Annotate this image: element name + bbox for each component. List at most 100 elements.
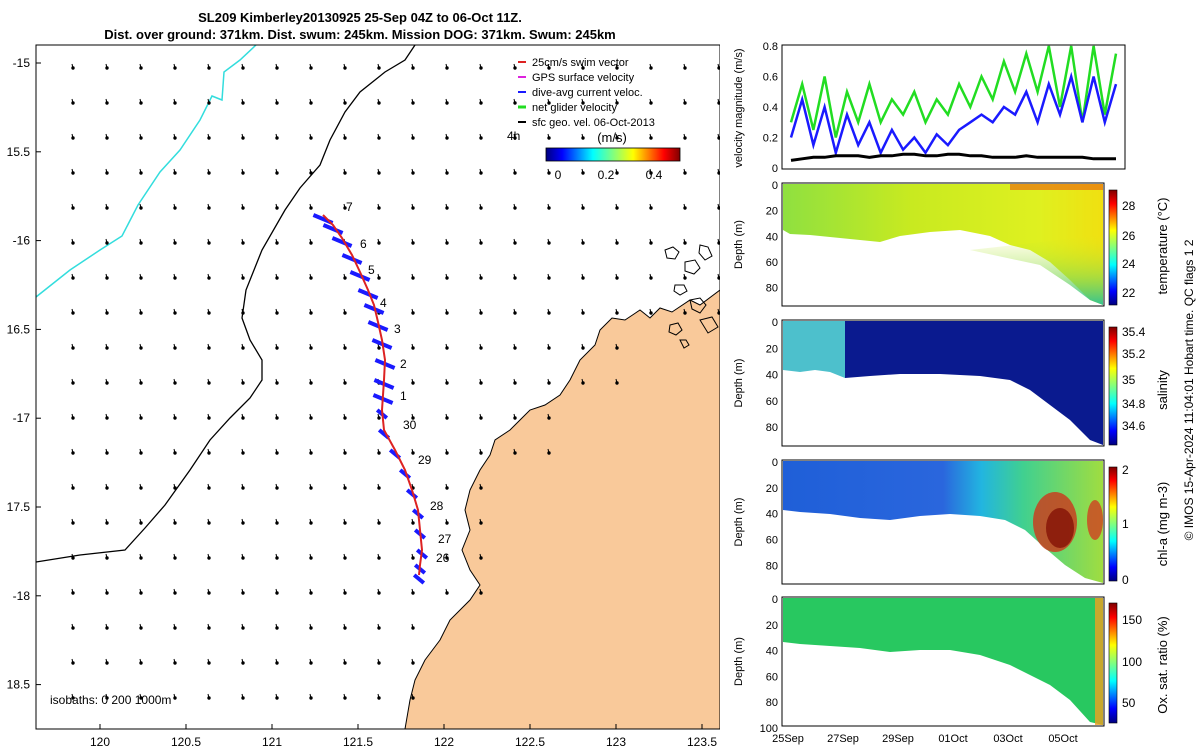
depth-tick: 40 bbox=[766, 231, 778, 243]
svg-text:1: 1 bbox=[1122, 517, 1129, 531]
sfc-velocity-arrowhead bbox=[173, 626, 177, 630]
sfc-velocity-arrowhead bbox=[581, 206, 585, 210]
sfc-velocity-arrowhead bbox=[71, 171, 75, 175]
sfc-velocity-arrowhead bbox=[615, 241, 619, 245]
sfc-velocity-arrowhead bbox=[309, 556, 313, 560]
velocity-panel: 0 0.2 0.4 0.6 0.8 velocity magnitude (m/s) bbox=[733, 41, 1126, 175]
sfc-velocity-arrowhead bbox=[309, 486, 313, 490]
sfc-velocity-arrowhead bbox=[479, 416, 483, 420]
sfc-velocity-arrowhead bbox=[241, 171, 245, 175]
sfc-velocity-arrowhead bbox=[479, 486, 483, 490]
sfc-velocity-arrowhead bbox=[547, 136, 551, 140]
sfc-velocity-arrowhead bbox=[275, 521, 279, 525]
sfc-velocity-arrowhead bbox=[71, 626, 75, 630]
sfc-velocity-arrowhead bbox=[343, 136, 347, 140]
map-xtick-label: 120.5 bbox=[171, 735, 201, 749]
velocity-ytick: 0.2 bbox=[763, 133, 778, 145]
sfc-velocity-arrowhead bbox=[581, 66, 585, 70]
depth-axis-label: Depth (m) bbox=[733, 498, 745, 547]
sfc-velocity-arrowhead bbox=[241, 101, 245, 105]
sfc-velocity-arrowhead bbox=[173, 171, 177, 175]
svg-text:50: 50 bbox=[1122, 696, 1136, 710]
sfc-velocity-arrowhead bbox=[683, 276, 687, 280]
depth-tick: 40 bbox=[766, 509, 778, 521]
sfc-velocity-arrowhead bbox=[547, 451, 551, 455]
sfc-velocity-arrowhead bbox=[173, 451, 177, 455]
sfc-velocity-arrowhead bbox=[173, 661, 177, 665]
sfc-velocity-arrowhead bbox=[581, 276, 585, 280]
depth-tick: 20 bbox=[766, 343, 778, 355]
sfc-velocity-arrowhead bbox=[343, 311, 347, 315]
sfc-velocity-arrowhead bbox=[445, 346, 449, 350]
sfc-velocity-arrowhead bbox=[71, 206, 75, 210]
sfc-velocity-arrowhead bbox=[717, 206, 720, 210]
time-tick-label: 25Sep bbox=[772, 733, 804, 745]
sfc-velocity-arrowhead bbox=[139, 206, 143, 210]
day-label: 2 bbox=[400, 357, 407, 371]
sfc-velocity-arrowhead bbox=[139, 451, 143, 455]
sfc-velocity-arrowhead bbox=[615, 136, 619, 140]
sfc-velocity-arrowhead bbox=[71, 276, 75, 280]
sfc-velocity-arrowhead bbox=[717, 136, 720, 140]
sfc-velocity-arrowhead bbox=[173, 66, 177, 70]
depth-tick: 80 bbox=[766, 422, 778, 434]
dive-current-arrow bbox=[405, 488, 419, 500]
sfc-velocity-arrowhead bbox=[139, 381, 143, 385]
sfc-velocity-arrowhead bbox=[207, 486, 211, 490]
sfc-velocity-arrowhead bbox=[105, 591, 109, 595]
sfc-velocity-arrowhead bbox=[207, 66, 211, 70]
sfc-velocity-arrowhead bbox=[547, 171, 551, 175]
sfc-velocity-arrowhead bbox=[615, 171, 619, 175]
sfc-velocity-arrowhead bbox=[479, 136, 483, 140]
sfc-velocity-arrowhead bbox=[649, 171, 653, 175]
profile-panels: 0 0.2 0.4 0.6 0.8 velocity magnitude (m/s) 2… bbox=[733, 41, 1196, 745]
sfc-velocity-arrowhead bbox=[275, 696, 279, 700]
chlorophyll-cbar-label: chl-a (mg m-3) bbox=[1155, 482, 1170, 567]
sfc-velocity-arrowhead bbox=[309, 241, 313, 245]
sfc-velocity-arrowhead bbox=[547, 311, 551, 315]
sfc-velocity-arrowhead bbox=[377, 241, 381, 245]
sfc-velocity-arrowhead bbox=[139, 346, 143, 350]
sfc-velocity-arrowhead bbox=[309, 136, 313, 140]
sfc-velocity-arrowhead bbox=[207, 346, 211, 350]
salinity-panel: 35.4 35.2 35 34.8 34.6 salinity bbox=[781, 319, 1170, 447]
sfc-velocity-arrowhead bbox=[547, 416, 551, 420]
sfc-velocity-arrowhead bbox=[241, 311, 245, 315]
depth-tick: 60 bbox=[766, 671, 778, 683]
salinity-cbar-label: salinity bbox=[1155, 370, 1170, 410]
sfc-velocity-arrowhead bbox=[139, 311, 143, 315]
sfc-velocity-arrowhead bbox=[445, 206, 449, 210]
day-label: 4 bbox=[380, 296, 387, 310]
sfc-velocity-arrowhead bbox=[173, 136, 177, 140]
map-ytick-label: -16 bbox=[13, 234, 31, 248]
sfc-velocity-arrowhead bbox=[479, 241, 483, 245]
sfc-velocity-arrowhead bbox=[445, 101, 449, 105]
sfc-velocity-arrowhead bbox=[343, 661, 347, 665]
sfc-velocity-arrowhead bbox=[513, 451, 517, 455]
sfc-velocity-arrowhead bbox=[615, 206, 619, 210]
sfc-velocity-arrowhead bbox=[207, 591, 211, 595]
sfc-velocity-arrowhead bbox=[377, 521, 381, 525]
sfc-velocity-arrowhead bbox=[547, 66, 551, 70]
sfc-velocity-arrowhead bbox=[479, 101, 483, 105]
sfc-velocity-arrowhead bbox=[717, 276, 720, 280]
sfc-velocity-arrowhead bbox=[649, 311, 653, 315]
sfc-velocity-arrowhead bbox=[241, 381, 245, 385]
sfc-velocity-arrowhead bbox=[275, 346, 279, 350]
sfc-velocity-arrowhead bbox=[71, 381, 75, 385]
sfc-velocity-arrowhead bbox=[139, 171, 143, 175]
sfc-velocity-arrowhead bbox=[173, 591, 177, 595]
sfc-velocity-arrowhead bbox=[241, 451, 245, 455]
sfc-velocity-arrowhead bbox=[275, 276, 279, 280]
sfc-velocity-arrowhead bbox=[683, 241, 687, 245]
sfc-velocity-arrowhead bbox=[207, 416, 211, 420]
sfc-velocity-arrowhead bbox=[377, 556, 381, 560]
map-legend: 25cm/s swim vector GPS surface velocity … bbox=[518, 57, 655, 129]
sfc-velocity-arrowhead bbox=[173, 556, 177, 560]
sfc-velocity-arrowhead bbox=[105, 101, 109, 105]
sfc-velocity-arrowhead bbox=[547, 381, 551, 385]
sfc-velocity-arrowhead bbox=[71, 486, 75, 490]
sfc-velocity-arrowhead bbox=[581, 241, 585, 245]
sfc-velocity-arrowhead bbox=[649, 66, 653, 70]
sfc-velocity-arrowhead bbox=[343, 101, 347, 105]
